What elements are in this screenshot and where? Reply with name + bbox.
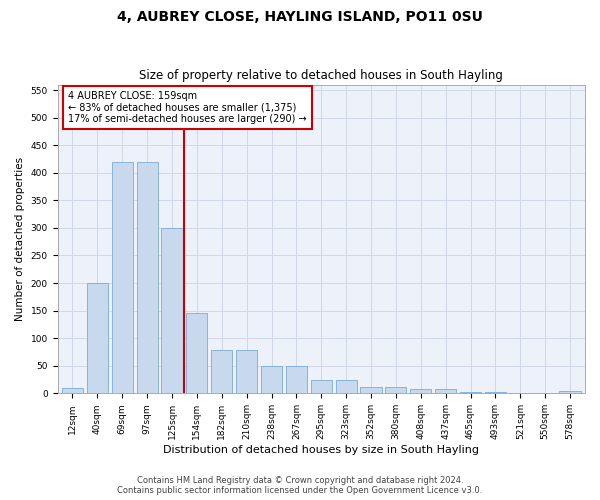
Bar	[261, 366, 282, 394]
Bar	[485, 392, 506, 394]
Y-axis label: Number of detached properties: Number of detached properties	[15, 157, 25, 321]
Text: 4, AUBREY CLOSE, HAYLING ISLAND, PO11 0SU: 4, AUBREY CLOSE, HAYLING ISLAND, PO11 0S…	[117, 10, 483, 24]
Bar	[137, 162, 158, 394]
Bar	[112, 162, 133, 394]
Text: Contains HM Land Registry data © Crown copyright and database right 2024.
Contai: Contains HM Land Registry data © Crown c…	[118, 476, 482, 495]
Text: 4 AUBREY CLOSE: 159sqm
← 83% of detached houses are smaller (1,375)
17% of semi-: 4 AUBREY CLOSE: 159sqm ← 83% of detached…	[68, 90, 307, 124]
Bar	[361, 386, 382, 394]
Bar	[385, 386, 406, 394]
Bar	[435, 389, 456, 394]
Bar	[87, 283, 108, 394]
Bar	[62, 388, 83, 394]
Bar	[211, 350, 232, 394]
Bar	[335, 380, 357, 394]
Bar	[460, 392, 481, 394]
Bar	[410, 389, 431, 394]
Title: Size of property relative to detached houses in South Hayling: Size of property relative to detached ho…	[139, 69, 503, 82]
Bar	[236, 350, 257, 394]
X-axis label: Distribution of detached houses by size in South Hayling: Distribution of detached houses by size …	[163, 445, 479, 455]
Bar	[286, 366, 307, 394]
Bar	[161, 228, 182, 394]
Bar	[186, 314, 208, 394]
Bar	[559, 391, 581, 394]
Bar	[311, 380, 332, 394]
